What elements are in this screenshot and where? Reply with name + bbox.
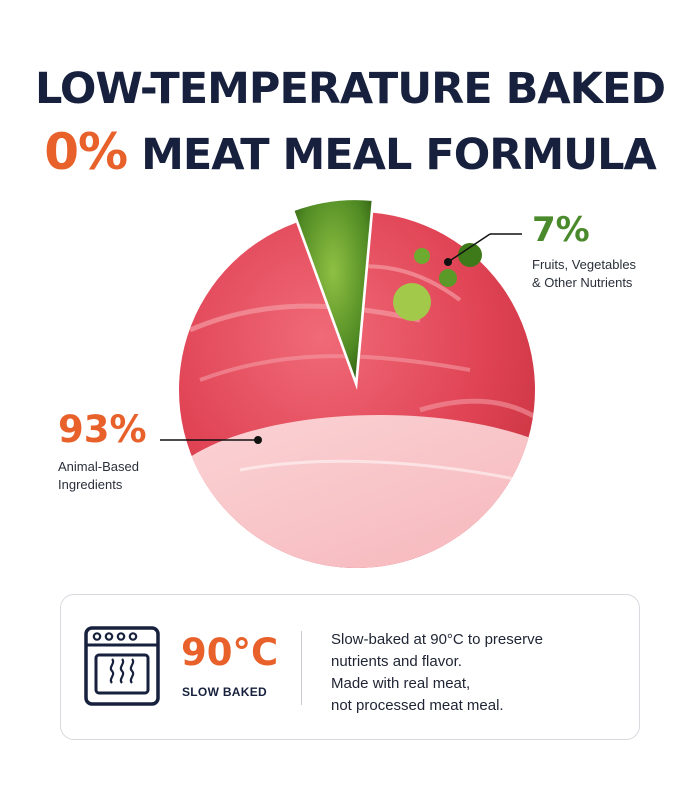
- percent-animal-based: 93%: [58, 408, 147, 451]
- leader-line-green: [447, 233, 491, 263]
- caption-animal-based: Animal-Based Ingredients: [58, 459, 139, 492]
- card-divider: [301, 631, 302, 705]
- baking-description: Slow-baked at 90°C to preserve nutrients…: [331, 631, 543, 714]
- leader-dot-orange: [254, 436, 262, 444]
- temperature-value: 90°C: [181, 631, 279, 674]
- caption-fruits-vegetables: Fruits, Vegetables & Other Nutrients: [532, 257, 637, 290]
- pie-slice-fruits-vegetables: [294, 200, 482, 379]
- headline-line-2: 0% MEAT MEAL FORMULA: [0, 124, 700, 183]
- temperature-label: SLOW BAKED: [182, 685, 267, 699]
- headline-line-1: LOW-TEMPERATURE BAKED: [34, 64, 666, 114]
- percent-fruits-vegetables: 7%: [532, 210, 590, 250]
- baking-info-card: 90°C SLOW BAKED Slow-baked at 90°C to pr…: [60, 594, 640, 740]
- headline-rest: MEAT MEAL FORMULA: [141, 130, 657, 180]
- headline-accent: 0%: [44, 123, 128, 181]
- oven-icon: [84, 626, 160, 706]
- leader-dot-green: [444, 258, 452, 266]
